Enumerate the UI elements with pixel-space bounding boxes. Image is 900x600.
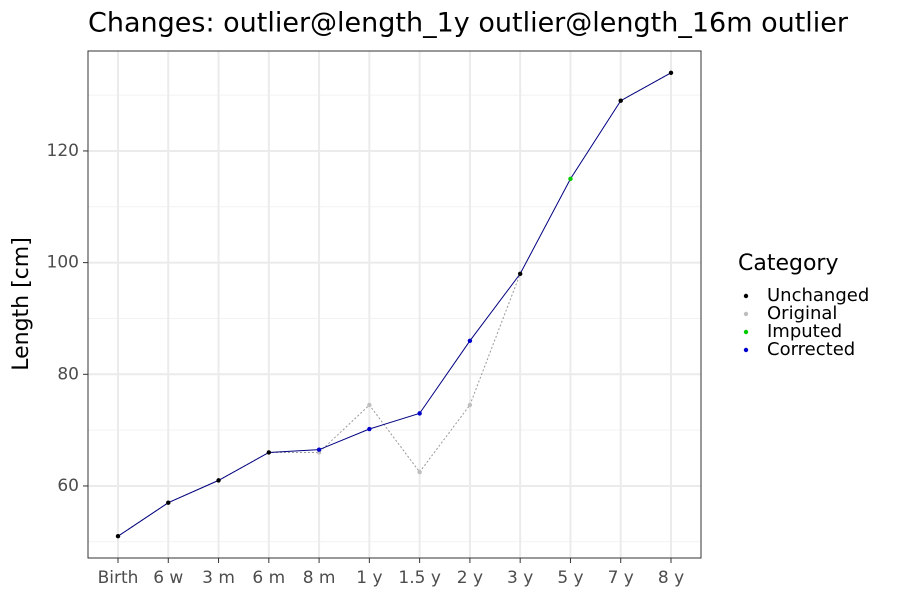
chart-title: Changes: outlier@length_1y outlier@lengt…	[88, 8, 849, 39]
point	[166, 500, 171, 505]
point	[467, 338, 473, 343]
y-tick-label: 80	[57, 364, 79, 384]
x-tick-label: 3 y	[507, 568, 533, 588]
point	[367, 426, 372, 432]
point	[618, 98, 623, 103]
y-axis-title: Length [cm]	[9, 237, 34, 371]
x-tick-label: 5 y	[557, 568, 583, 588]
legend-key	[743, 329, 749, 335]
y-tick-label: 100	[47, 253, 79, 273]
y-tick-label: 60	[57, 476, 79, 496]
point	[417, 411, 422, 416]
original-line	[117, 72, 672, 537]
point	[467, 402, 473, 408]
point	[417, 469, 422, 475]
point	[367, 402, 372, 408]
point	[216, 478, 221, 483]
point	[266, 450, 272, 455]
corrected-line	[117, 72, 672, 537]
legend-label: Unchanged	[767, 285, 869, 306]
legend-label: Original	[767, 303, 837, 324]
legend-key	[743, 347, 749, 353]
legend-label: Corrected	[767, 339, 855, 360]
x-tick-label: 7 y	[608, 568, 634, 588]
x-tick-label: 8 m	[303, 568, 336, 588]
legend-label: Imputed	[767, 321, 842, 342]
point	[568, 176, 573, 182]
y-tick-label: 120	[47, 141, 79, 161]
point	[115, 534, 121, 539]
x-tick-label: 2 y	[457, 568, 483, 588]
x-tick-label: 6 m	[252, 568, 285, 588]
x-tick-label: 8 y	[658, 568, 684, 588]
point	[668, 70, 674, 75]
legend-key	[743, 293, 749, 299]
point	[316, 447, 322, 452]
x-tick-label: 3 m	[202, 568, 235, 588]
x-tick-label: 1 y	[356, 568, 382, 588]
plot-border	[87, 50, 702, 559]
point	[517, 271, 523, 276]
legend-title: Category	[738, 251, 839, 276]
x-tick-label: Birth	[98, 568, 139, 588]
x-tick-label: 6 w	[153, 568, 183, 588]
legend-key	[743, 311, 749, 317]
x-tick-label: 1.5 y	[398, 568, 441, 588]
